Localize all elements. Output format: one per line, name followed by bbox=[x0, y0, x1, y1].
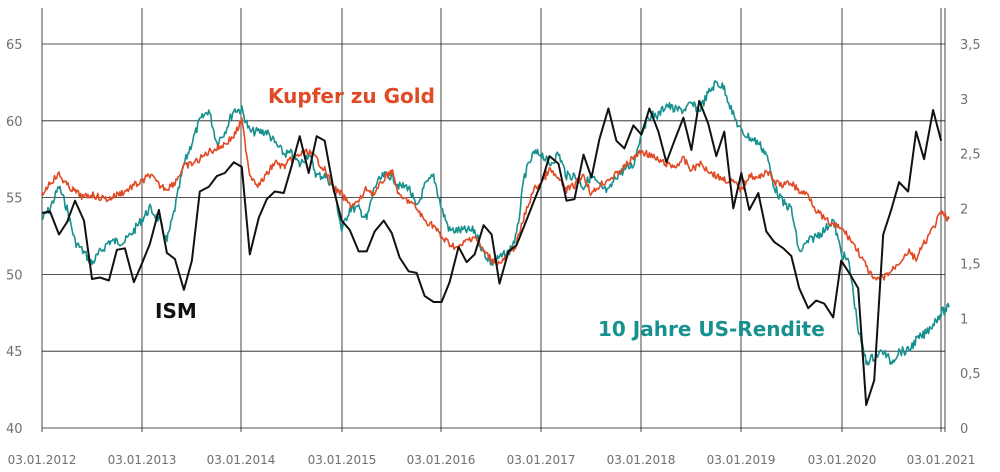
y-tick-right: 0,5 bbox=[960, 367, 981, 382]
series-label-0: ISM bbox=[155, 299, 197, 323]
x-tick: 03.01.2013 bbox=[108, 453, 177, 467]
y-tick-right: 0 bbox=[960, 422, 968, 437]
x-tick: 03.01.2014 bbox=[207, 453, 276, 467]
x-tick: 03.01.2021 bbox=[907, 453, 976, 467]
y-tick-left: 60 bbox=[6, 115, 23, 130]
y-tick-left: 45 bbox=[6, 345, 23, 360]
y-tick-left: 50 bbox=[6, 268, 23, 283]
grid bbox=[41, 8, 946, 432]
series-label-1: Kupfer zu Gold bbox=[268, 84, 435, 108]
x-tick: 03.01.2017 bbox=[507, 453, 576, 467]
x-tick: 03.01.2018 bbox=[607, 453, 676, 467]
series-labels: Kupfer zu Gold ISM 10 Jahre US-Rendite bbox=[155, 84, 825, 341]
y-tick-right: 1 bbox=[960, 312, 968, 327]
series-lines bbox=[41, 80, 950, 406]
y-tick-right: 2 bbox=[960, 203, 968, 218]
y-tick-right: 3 bbox=[960, 93, 968, 108]
y-tick-left: 65 bbox=[6, 38, 23, 53]
series-line-0 bbox=[41, 99, 943, 406]
x-tick: 03.01.2015 bbox=[308, 453, 377, 467]
y-tick-right: 2,5 bbox=[960, 148, 981, 163]
y-tick-right: 3,5 bbox=[960, 38, 981, 53]
series-label-2: 10 Jahre US-Rendite bbox=[598, 317, 825, 341]
x-tick: 03.01.2012 bbox=[8, 453, 77, 467]
y-tick-left: 40 bbox=[6, 422, 23, 437]
x-tick: 03.01.2019 bbox=[707, 453, 776, 467]
x-tick: 03.01.2020 bbox=[808, 453, 877, 467]
tick-labels: 40 45 50 55 60 65 0 0,5 1 1,5 2 2,5 3 3,5 03.01.2012 03… bbox=[6, 38, 981, 467]
y-tick-left: 55 bbox=[6, 192, 23, 207]
x-tick: 03.01.2016 bbox=[407, 453, 476, 467]
y-tick-right: 1,5 bbox=[960, 257, 981, 272]
